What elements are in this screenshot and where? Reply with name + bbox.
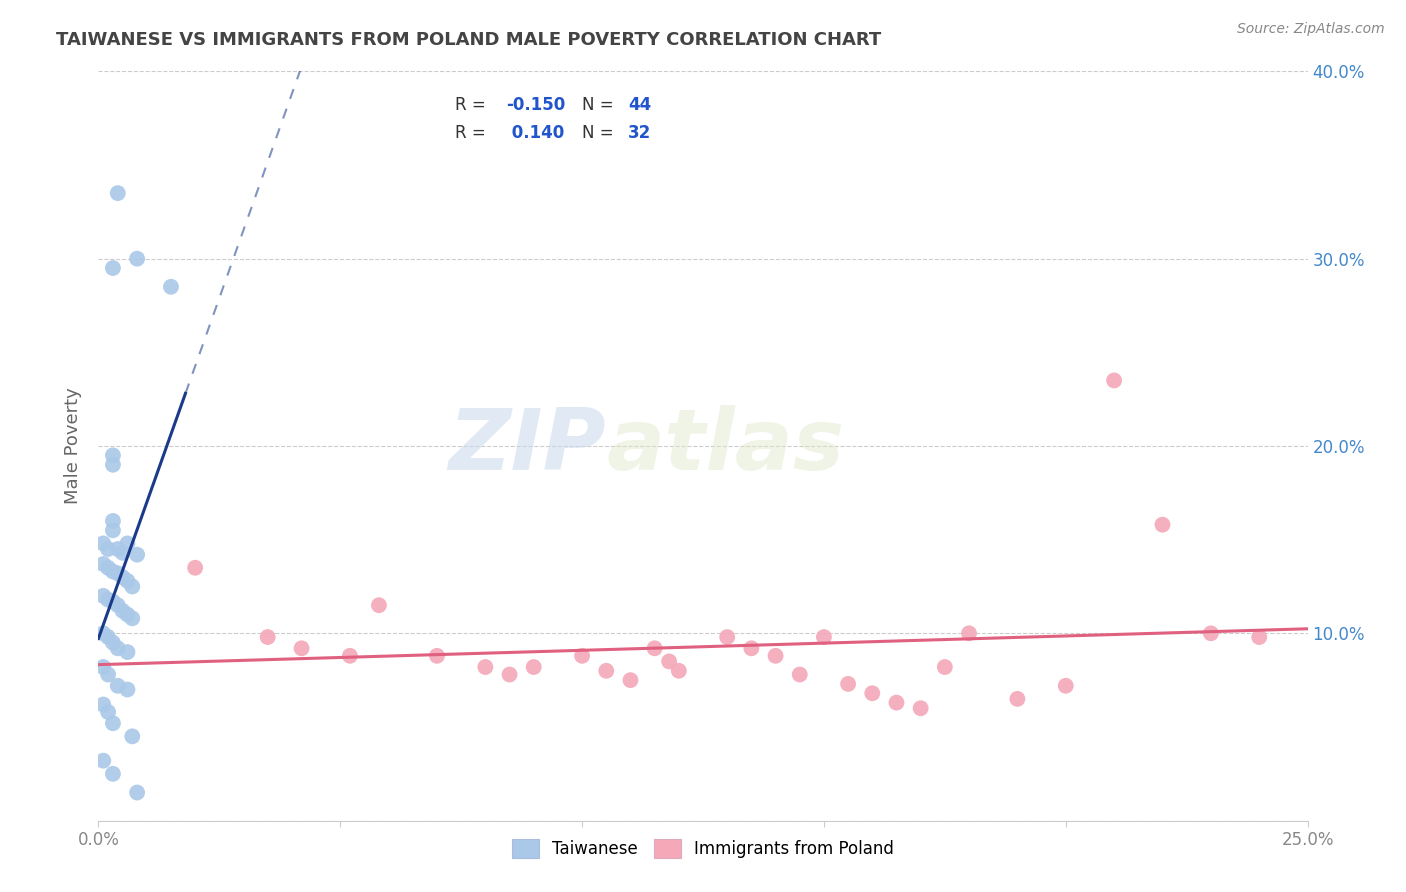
Point [498,667,520,681]
Point [107,641,129,656]
Point [339,648,361,663]
Point [1102,374,1125,388]
Point [127,548,149,562]
Point [111,570,134,584]
Point [107,186,129,201]
Point [910,701,932,715]
Point [91,754,114,768]
Point [957,626,980,640]
Point [160,280,183,294]
Point [886,696,908,710]
Point [789,667,811,681]
Point [117,536,139,550]
Point [111,604,134,618]
Point [91,536,114,550]
Legend: Taiwanese, Immigrants from Poland: Taiwanese, Immigrants from Poland [505,833,901,864]
Text: -0.150: -0.150 [506,96,565,114]
Point [91,660,114,674]
Point [101,767,124,781]
Point [595,664,617,678]
Text: R =: R = [456,96,491,114]
Point [101,524,124,538]
Point [101,565,124,579]
Point [426,648,449,663]
Point [740,641,762,656]
Point [97,561,120,575]
Point [523,660,546,674]
Text: TAIWANESE VS IMMIGRANTS FROM POLAND MALE POVERTY CORRELATION CHART: TAIWANESE VS IMMIGRANTS FROM POLAND MALE… [56,31,882,49]
Text: N =: N = [582,124,619,142]
Point [837,677,859,691]
Point [97,667,120,681]
Point [1054,679,1077,693]
Point [658,655,681,669]
Point [619,673,641,688]
Point [101,449,124,463]
Point [107,679,129,693]
Point [97,592,120,607]
Text: atlas: atlas [606,404,845,488]
Point [101,594,124,608]
Point [474,660,496,674]
Point [111,546,134,560]
Point [107,566,129,581]
Point [91,589,114,603]
Point [860,686,883,700]
Point [1152,517,1174,532]
Point [91,557,114,571]
Point [117,607,139,622]
Point [121,611,143,625]
Text: N =: N = [582,96,619,114]
Point [368,599,391,613]
Point [290,641,312,656]
Text: Source: ZipAtlas.com: Source: ZipAtlas.com [1237,22,1385,37]
Point [101,716,124,731]
Point [1007,692,1029,706]
Point [91,626,114,640]
Point [716,630,738,644]
Point [117,645,139,659]
Point [97,542,120,557]
Text: 44: 44 [628,96,651,114]
Point [765,648,787,663]
Point [101,514,124,528]
Point [184,561,207,575]
Point [127,252,149,266]
Point [127,786,149,800]
Point [121,580,143,594]
Point [107,542,129,557]
Point [1249,630,1271,644]
Text: ZIP: ZIP [449,404,606,488]
Text: 0.140: 0.140 [506,124,564,142]
Point [571,648,593,663]
Point [101,458,124,472]
Point [101,261,124,276]
Point [644,641,666,656]
Text: R =: R = [456,124,496,142]
Point [107,599,129,613]
Point [117,682,139,697]
Point [97,630,120,644]
Point [101,635,124,649]
Point [121,730,143,744]
Point [813,630,835,644]
Point [117,574,139,588]
Point [1199,626,1222,640]
Point [668,664,690,678]
Point [91,698,114,712]
Point [97,705,120,719]
Y-axis label: Male Poverty: Male Poverty [65,388,83,504]
Point [934,660,956,674]
Text: 32: 32 [628,124,651,142]
Point [256,630,278,644]
